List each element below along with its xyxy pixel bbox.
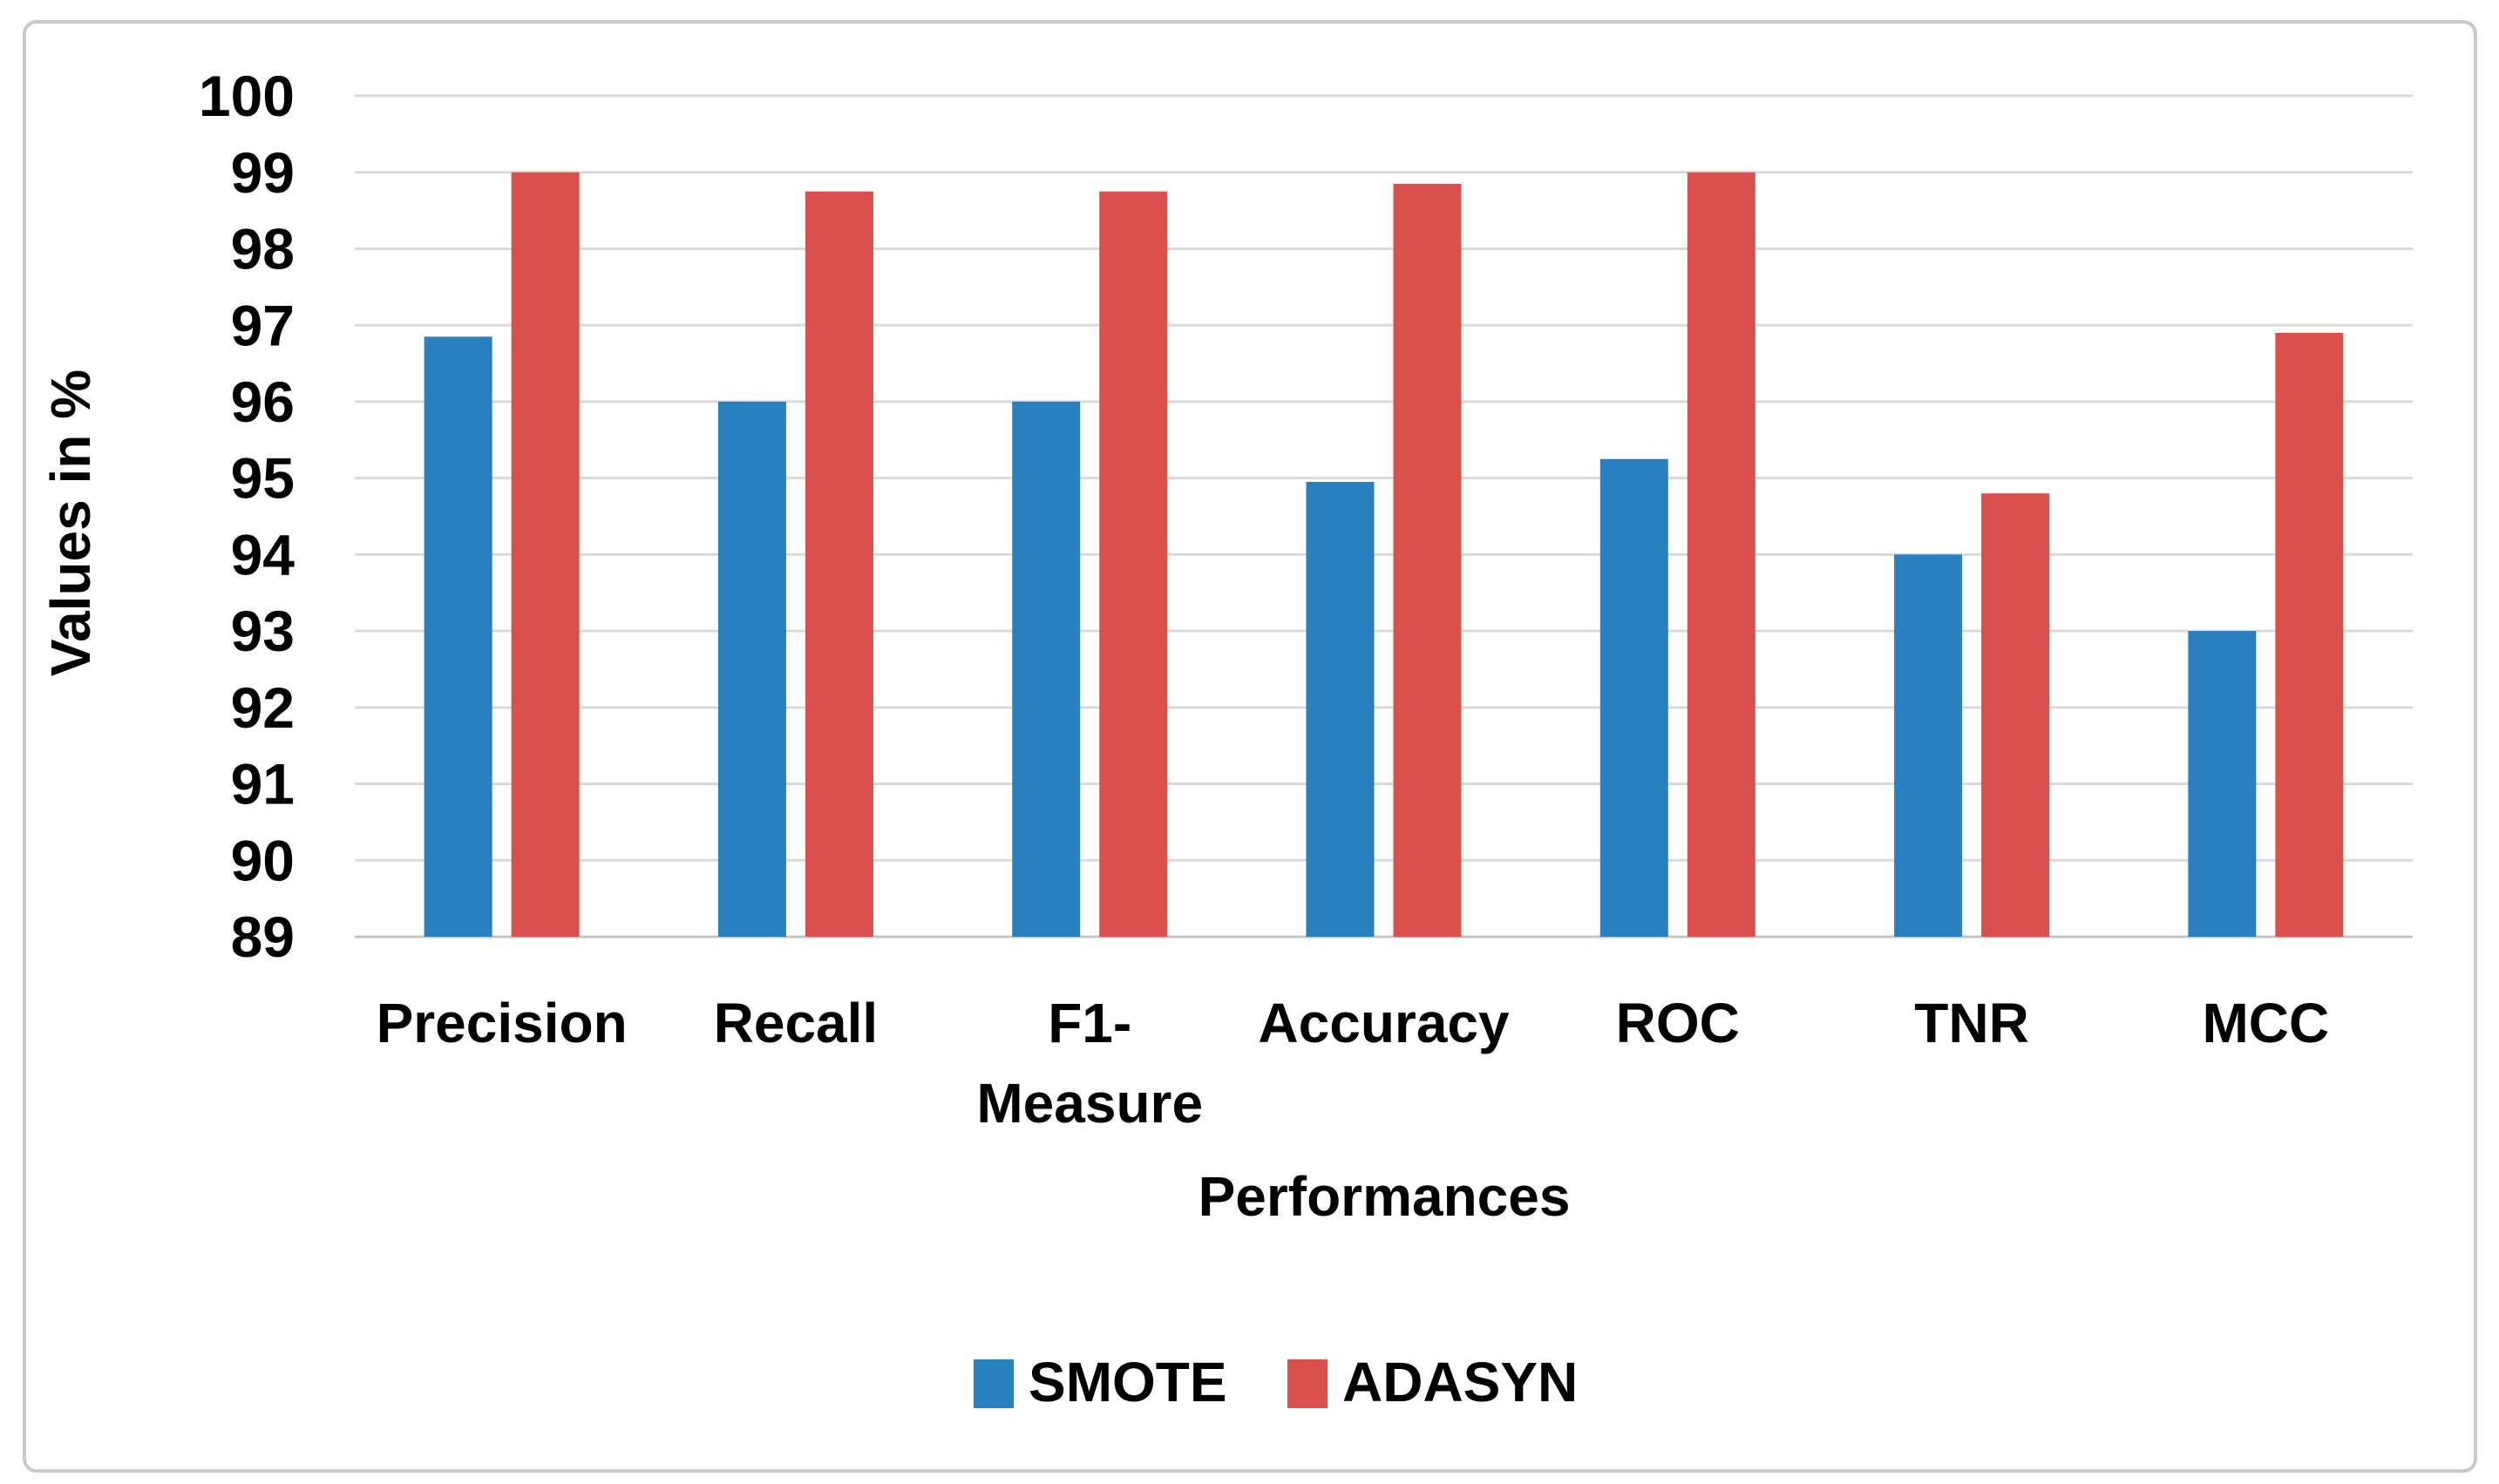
x-tick-roc: ROC [1616,992,1740,1054]
legend: SMOTE ADASYN [974,1351,1578,1413]
bar-smote-mcc [2188,631,2257,937]
x-tick-precision: Precision [377,992,628,1054]
y-tick-99: 99 [231,140,295,205]
bar-smote-f1-measure [1012,401,1081,938]
y-tick-93: 93 [231,599,295,663]
legend-label-adasyn: ADASYN [1342,1351,1578,1413]
bar-adasyn-mcc [2275,332,2344,937]
y-tick-92: 92 [231,675,295,740]
y-tick-100: 100 [199,64,295,128]
bar-smote-accuracy [1306,482,1375,937]
bar-adasyn-tnr [1981,493,2050,937]
legend-swatch-adasyn [1287,1359,1328,1408]
y-tick-94: 94 [231,522,295,586]
x-axis-tick-labels: Precision Recall F1-Measure Accuracy ROC TNR M… [377,992,2330,1135]
y-tick-90: 90 [231,828,295,892]
legend-label-smote: SMOTE [1029,1351,1227,1413]
bar-adasyn-recall [805,191,873,938]
y-tick-91: 91 [231,752,295,817]
x-tick-recall: Recall [714,992,879,1054]
figure-border [23,20,2477,1473]
bar-smote-tnr [1894,554,1963,937]
bar-smote-roc [1599,458,1668,937]
x-tick-tnr: TNR [1914,992,2029,1054]
bar-adasyn-precision [511,172,580,937]
bars-layer [424,172,2344,938]
bar-adasyn-f1-measure [1099,191,1168,938]
y-tick-89: 89 [231,905,295,969]
y-tick-96: 96 [231,369,295,434]
gridlines-layer [355,94,2413,939]
y-tick-98: 98 [231,217,295,281]
bar-smote-recall [717,401,786,938]
bar-adasyn-accuracy [1393,183,1462,938]
x-tick-accuracy: Accuracy [1258,992,1510,1054]
bar-adasyn-roc [1687,172,1755,937]
y-tick-95: 95 [231,446,295,511]
y-axis-tick-labels: 89 90 91 92 93 94 95 96 97 98 99 100 [199,64,295,969]
legend-swatch-smote [974,1359,1014,1408]
x-tick-mcc: MCC [2202,992,2329,1054]
bar-smote-precision [424,336,492,937]
y-tick-97: 97 [231,293,295,357]
x-axis-title: Performances [1199,1165,1571,1228]
x-tick-f1-measure: F1-Measure [976,992,1203,1135]
y-axis-title: Values in % [39,369,102,676]
